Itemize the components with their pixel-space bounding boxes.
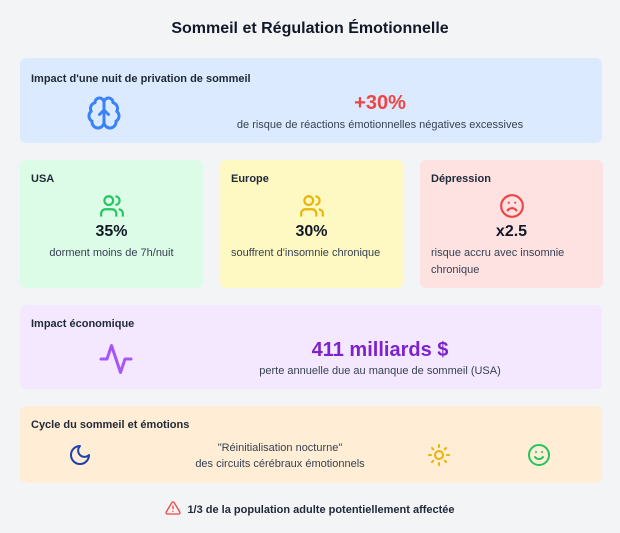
cycle-quote-line1: "Réinitialisation nocturne"	[217, 442, 343, 454]
deprivation-description: de risque de réactions émotionnelles nég…	[236, 119, 524, 131]
stat-value: 30%	[295, 223, 328, 240]
cycle-quote: "Réinitialisation nocturne" des circuits…	[140, 440, 420, 472]
sun-icon	[427, 443, 451, 467]
deprivation-card: Impact d'une nuit de privation de sommei…	[20, 58, 602, 143]
stat-description: dorment moins de 7h/nuit	[49, 247, 174, 259]
stat-label: Dépression	[431, 173, 491, 185]
frown-icon	[499, 193, 525, 219]
economic-value: 411 milliards $	[311, 339, 449, 361]
page-title: Sommeil et Régulation Émotionnelle	[171, 20, 449, 37]
cycle-label: Cycle du sommeil et émotions	[31, 419, 190, 431]
sleep-cycle-card: Cycle du sommeil et émotions "Réinitiali…	[20, 406, 602, 483]
deprivation-value: +30%	[354, 92, 406, 114]
users-icon	[299, 193, 325, 219]
stat-value: 35%	[95, 223, 128, 240]
activity-icon	[98, 341, 134, 377]
stat-value: x2.5	[495, 223, 528, 240]
cycle-quote-line2: des circuits cérébraux émotionnels	[195, 458, 365, 470]
stat-label: USA	[31, 173, 55, 185]
moon-icon	[68, 443, 92, 467]
brain-icon	[86, 95, 122, 131]
stat-card-usa: USA 35% dorment moins de 7h/nuit	[20, 160, 203, 288]
stat-card-depression: Dépression x2.5 risque accru avec insomn…	[420, 160, 603, 288]
stat-description: souffrent d'insomnie chronique	[231, 247, 381, 259]
economic-card: Impact économique 411 milliards $ perte …	[20, 305, 602, 389]
economic-description: perte annuelle due au manque de sommeil …	[259, 365, 501, 377]
smile-icon	[527, 443, 551, 467]
users-icon	[99, 193, 125, 219]
footer-note: 1/3 de la population adulte potentiellem…	[0, 500, 620, 519]
footer-text: 1/3 de la population adulte potentiellem…	[187, 503, 455, 516]
stat-card-europe: Europe 30% souffrent d'insomnie chroniqu…	[220, 160, 403, 288]
stat-label: Europe	[231, 173, 269, 185]
stat-description: risque accru avec insomnie chronique	[431, 247, 565, 276]
economic-label: Impact économique	[31, 318, 135, 330]
deprivation-label: Impact d'une nuit de privation de sommei…	[31, 73, 251, 85]
alert-triangle-icon	[165, 500, 182, 519]
